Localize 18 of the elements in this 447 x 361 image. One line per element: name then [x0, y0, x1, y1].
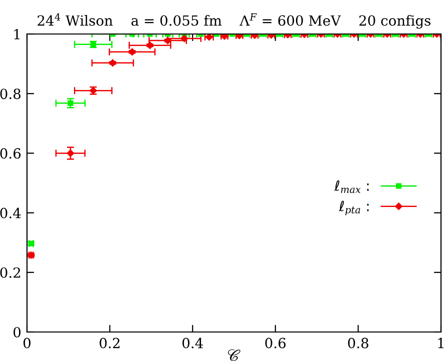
x-tick-label: 0.2	[100, 338, 120, 348]
y-tick-label: 0.4	[0, 208, 21, 218]
y-tick-label: 0.8	[0, 88, 21, 100]
chart-title: 24$^{4}$ Wilson a = 0.055 fm Λ$^{F}$ = 600 MeV 20 configs	[38, 13, 430, 29]
point	[66, 150, 74, 157]
y-tick-label: 0.6	[0, 148, 21, 159]
x-axis-title: 𝒞	[228, 349, 240, 361]
y-tick-label: 0.2	[0, 267, 20, 278]
legend-label: ℓ$_{max}$ :	[334, 180, 369, 194]
x-tick-label: 0.4	[182, 338, 203, 348]
x-tick-label: 0.6	[265, 338, 286, 348]
x-tick-label: 1	[438, 338, 444, 348]
y-tick-label: 0	[14, 326, 21, 338]
x-tick-label: 0.8	[348, 338, 368, 348]
x-tick-label: 0	[23, 338, 30, 348]
y-tick-label: 1	[14, 28, 20, 40]
legend-label: ℓ$_{pta}$ :	[338, 200, 369, 216]
point	[109, 59, 116, 67]
